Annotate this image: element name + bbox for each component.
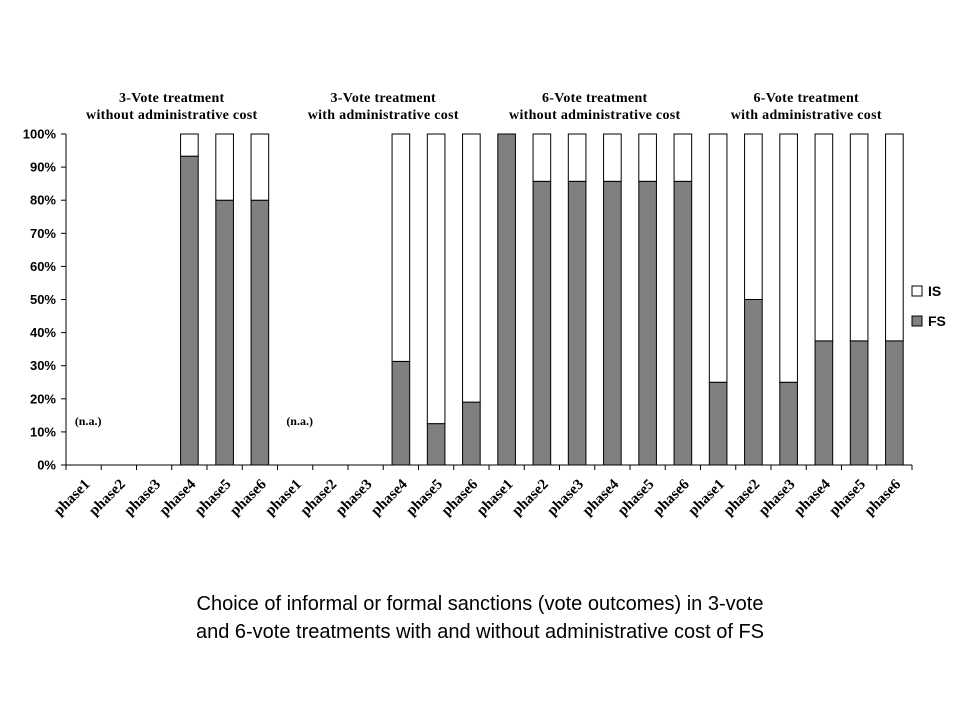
y-tick-label: 80% — [30, 193, 56, 208]
na-annotation: (n.a.) — [75, 414, 102, 428]
x-tick-label: phase6 — [227, 476, 270, 519]
bar-is-phase4 — [391, 133, 411, 362]
bar-fs-phase4 — [814, 340, 834, 466]
bar-is-phase6 — [462, 133, 481, 403]
bar-is-phase1 — [708, 133, 728, 383]
y-axis: 0% 10% 20% 30% 40% 50% 60% 70% 80% 90% 100% — [23, 127, 66, 473]
x-tick-label: phase1 — [262, 477, 305, 520]
x-tick-label: phase6 — [650, 476, 693, 519]
bar-fs-phase1 — [497, 133, 516, 466]
x-tick-label: phase4 — [368, 476, 411, 519]
bar-fs-phase5 — [849, 340, 869, 466]
bar-is-phase4 — [180, 133, 199, 157]
bar-fs-phase4 — [603, 180, 622, 466]
group-titles: 3-Vote treatment without administrative c… — [86, 91, 882, 123]
y-tick-label: 70% — [30, 226, 56, 241]
legend-swatch-is — [911, 285, 923, 297]
group-title-line2: without administrative cost — [509, 108, 680, 123]
bar-fs-phase3 — [779, 381, 798, 466]
bar-fs-phase5 — [426, 423, 446, 466]
x-tick-label: phase3 — [544, 477, 587, 520]
group-title-line2: with administrative cost — [731, 108, 882, 123]
bar-fs-phase4 — [391, 360, 411, 466]
bar-fs-phase4 — [180, 155, 199, 466]
legend-label-fs: FS — [928, 313, 946, 329]
x-tick-label: phase2 — [509, 477, 552, 520]
bar-is-phase6 — [250, 133, 270, 201]
x-tick-label: phase5 — [615, 477, 658, 520]
x-tick-label: phase3 — [121, 477, 164, 520]
legend-swatch-fs — [911, 315, 923, 327]
x-tick-label: phase5 — [826, 477, 869, 520]
x-tick-label: phase3 — [756, 477, 799, 520]
bar-is-phase6 — [885, 133, 904, 342]
x-tick-label: phase2 — [721, 477, 764, 520]
bar-fs-phase5 — [638, 180, 657, 466]
bar-fs-phase6 — [673, 180, 693, 466]
x-tick-label: phase4 — [580, 476, 623, 519]
group-title-line2: with administrative cost — [308, 108, 459, 123]
x-tick-label: phase1 — [474, 477, 517, 520]
bar-fs-phase5 — [215, 199, 234, 466]
x-axis: phase1phase2phase3phase4phase5phase6phas… — [51, 476, 905, 519]
x-tick-label: phase4 — [157, 476, 200, 519]
bar-fs-phase2 — [532, 180, 552, 466]
bar-fs-phase3 — [567, 180, 587, 466]
y-tick-label: 50% — [30, 292, 56, 307]
bar-is-phase4 — [814, 133, 834, 342]
x-tick-label: phase1 — [51, 477, 94, 520]
bar-fs-phase6 — [462, 401, 481, 466]
group-title-line1: 6-Vote treatment — [754, 91, 860, 106]
x-tick-label: phase6 — [439, 476, 482, 519]
y-tick-label: 10% — [30, 424, 56, 439]
group-title-line1: 6-Vote treatment — [542, 91, 648, 106]
bars — [180, 133, 904, 466]
x-tick-label: phase5 — [192, 477, 235, 520]
x-tick-label: phase6 — [862, 476, 905, 519]
bar-is-phase4 — [603, 133, 622, 182]
bar-is-phase6 — [673, 133, 693, 182]
x-tick-label: phase4 — [791, 476, 834, 519]
x-tick-label: phase1 — [685, 477, 728, 520]
x-tick-label: phase5 — [403, 477, 446, 520]
group-title-line2: without administrative cost — [86, 108, 257, 123]
annotations: (n.a.) (n.a.) — [75, 414, 313, 428]
bar-is-phase3 — [567, 133, 587, 182]
bar-is-phase5 — [426, 133, 446, 425]
bar-fs-phase6 — [885, 340, 904, 466]
caption-line-1: Choice of informal or formal sanctions (… — [196, 593, 764, 615]
stacked-bar-chart: 3-Vote treatment without administrative c… — [23, 91, 946, 519]
figure-caption: Choice of informal or formal sanctions (… — [0, 590, 960, 646]
caption-line-2: and 6-vote treatments with and without a… — [195, 621, 765, 643]
x-tick-label: phase2 — [86, 477, 129, 520]
bar-fs-phase1 — [708, 381, 728, 466]
group-title-line1: 3-Vote treatment — [331, 91, 437, 106]
y-tick-label: 0% — [37, 458, 56, 473]
bar-is-phase3 — [779, 133, 798, 383]
bar-fs-phase6 — [250, 199, 270, 466]
y-tick-label: 90% — [30, 160, 56, 175]
x-tick-label: phase2 — [298, 477, 341, 520]
legend-label-is: IS — [928, 283, 941, 299]
y-tick-label: 40% — [30, 325, 56, 340]
bar-is-phase5 — [215, 133, 234, 201]
y-tick-label: 100% — [23, 127, 57, 142]
y-tick-label: 30% — [30, 358, 56, 373]
x-tick-label: phase3 — [333, 477, 376, 520]
bar-is-phase2 — [744, 133, 763, 300]
y-tick-label: 60% — [30, 259, 56, 274]
bar-is-phase5 — [638, 133, 657, 182]
bar-fs-phase2 — [744, 299, 763, 466]
legend: IS FS — [911, 283, 946, 329]
bar-is-phase2 — [532, 133, 552, 182]
bar-is-phase5 — [849, 133, 869, 342]
y-tick-label: 20% — [30, 391, 56, 406]
axes — [65, 134, 913, 470]
group-title-line1: 3-Vote treatment — [119, 91, 225, 106]
na-annotation: (n.a.) — [286, 414, 313, 428]
